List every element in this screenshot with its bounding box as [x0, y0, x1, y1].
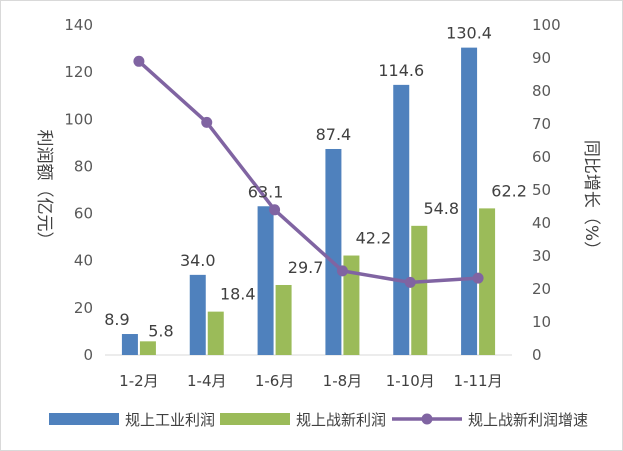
category-label: 1-4月 — [187, 372, 227, 390]
legend-marker-growth — [421, 413, 433, 425]
left-tick-label: 80 — [74, 157, 93, 175]
bar-label-industrial: 63.1 — [248, 182, 284, 201]
growth-point — [336, 265, 348, 277]
right-tick-label: 70 — [532, 115, 551, 133]
right-tick-label: 30 — [532, 247, 551, 265]
line-series — [133, 55, 484, 288]
left-axis-title: 利润额（亿元） — [34, 130, 54, 249]
legend-label-growth: 规上战新利润增速 — [468, 411, 588, 429]
bar-label-industrial: 114.6 — [378, 61, 424, 80]
right-axis-title: 同比增长（%） — [581, 140, 601, 258]
left-tick-label: 40 — [74, 252, 93, 270]
bar-label-industrial: 34.0 — [180, 251, 216, 270]
right-tick-label: 60 — [532, 148, 551, 166]
right-tick-label: 40 — [532, 214, 551, 232]
bar-profit-emerging — [343, 255, 360, 355]
bar-profit-industrial — [257, 206, 274, 355]
bar-series — [121, 47, 496, 355]
left-tick-label: 0 — [83, 346, 93, 364]
bar-profit-industrial — [121, 334, 138, 355]
bar-label-emerging: 54.8 — [423, 199, 459, 218]
bar-profit-emerging — [275, 284, 292, 355]
right-tick-label: 20 — [532, 280, 551, 298]
bar-label-emerging: 29.7 — [288, 258, 324, 277]
left-tick-label: 100 — [64, 110, 93, 128]
left-axis-ticks: 0 20 40 60 80 100 120 140 — [64, 16, 93, 364]
bar-profit-industrial — [393, 84, 410, 355]
legend-swatch-emerging — [220, 413, 290, 425]
right-axis-ticks: 0 10 20 30 40 50 60 70 80 90 100 — [532, 16, 561, 364]
growth-point — [269, 204, 281, 216]
growth-point — [133, 55, 145, 67]
bar-label-industrial: 87.4 — [316, 125, 352, 144]
bar-profit-emerging — [411, 225, 428, 355]
bar-profit-emerging — [207, 311, 224, 355]
growth-point — [404, 276, 416, 288]
left-tick-label: 120 — [64, 63, 93, 81]
category-label: 1-2月 — [119, 372, 159, 390]
legend-label-industrial: 规上工业利润 — [125, 411, 215, 429]
bar-label-industrial: 130.4 — [446, 24, 492, 43]
right-tick-label: 0 — [532, 346, 542, 364]
left-tick-label: 20 — [74, 299, 93, 317]
bar-profit-industrial — [461, 47, 478, 355]
bar-profit-emerging — [139, 341, 156, 355]
left-tick-label: 60 — [74, 205, 93, 223]
category-label: 1-8月 — [323, 372, 363, 390]
right-tick-label: 50 — [532, 181, 551, 199]
growth-line — [137, 59, 479, 285]
right-tick-label: 10 — [532, 313, 551, 331]
bar-label-emerging: 18.4 — [220, 285, 256, 304]
growth-point — [472, 272, 484, 284]
right-tick-label: 90 — [532, 49, 551, 67]
bar-profit-emerging — [479, 208, 496, 355]
category-labels: 1-2月 1-4月 1-6月 1-8月 1-10月 1-11月 — [119, 372, 502, 390]
bar-profit-industrial — [189, 274, 206, 355]
growth-point — [201, 116, 213, 128]
bar-profit-industrial — [325, 148, 342, 355]
right-tick-label: 80 — [532, 82, 551, 100]
right-tick-label: 100 — [532, 16, 561, 34]
category-label: 1-11月 — [454, 372, 503, 390]
legend-swatch-industrial — [49, 413, 119, 425]
left-tick-label: 140 — [64, 16, 93, 34]
bar-label-emerging: 5.8 — [148, 321, 173, 340]
legend: 规上工业利润 规上战新利润 规上战新利润增速 — [49, 411, 588, 429]
bar-label-industrial: 8.9 — [104, 310, 129, 329]
bar-label-emerging: 42.2 — [356, 229, 392, 248]
bar-label-emerging: 62.2 — [491, 181, 527, 200]
category-label: 1-10月 — [386, 372, 435, 390]
category-label: 1-6月 — [255, 372, 295, 390]
legend-label-emerging: 规上战新利润 — [296, 411, 386, 429]
data-labels: 8.9 5.8 34.018.4 63.1 29.7 87.4 42.2 114.6 54.8 1… — [104, 24, 527, 341]
